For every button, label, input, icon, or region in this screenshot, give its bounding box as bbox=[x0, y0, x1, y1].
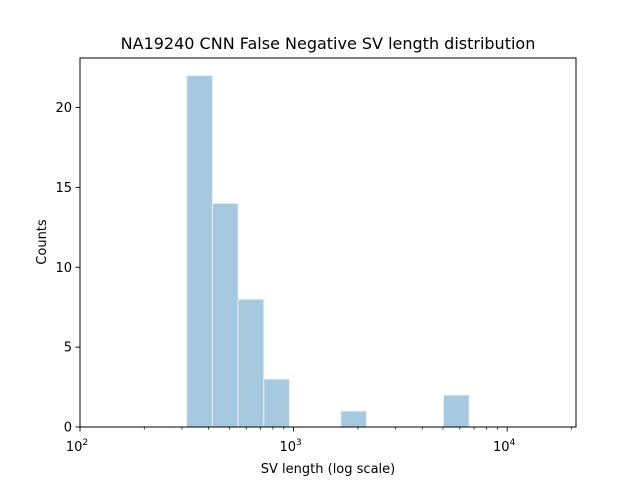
x-tick-label: 102 bbox=[66, 438, 88, 455]
plot-frame bbox=[79, 57, 577, 428]
histogram-bar bbox=[186, 75, 213, 428]
x-axis-label: SV length (log scale) bbox=[261, 462, 395, 477]
y-tick-label: 10 bbox=[55, 261, 72, 276]
y-ticks-layer: 0 5 10 15 20 bbox=[55, 101, 80, 436]
x-tick-label-exponent: 2 bbox=[82, 438, 88, 448]
y-tick-label: 5 bbox=[64, 341, 72, 356]
x-tick-label-exponent: 4 bbox=[510, 438, 516, 448]
histogram-bar bbox=[442, 394, 470, 428]
histogram-bar bbox=[340, 410, 367, 428]
x-tick-label: 103 bbox=[279, 438, 301, 455]
y-axis-label: Counts bbox=[35, 219, 50, 265]
y-tick-label: 15 bbox=[55, 181, 72, 196]
x-tick-label-exponent: 3 bbox=[296, 438, 302, 448]
x-tick-label: 104 bbox=[493, 438, 516, 455]
histogram-bar bbox=[237, 298, 265, 428]
histogram-bar bbox=[211, 202, 239, 428]
x-tick-label-base: 10 bbox=[66, 440, 83, 455]
x-ticks-layer: 102 103 104 bbox=[66, 427, 572, 455]
x-tick-label-base: 10 bbox=[493, 440, 510, 455]
x-tick-label-base: 10 bbox=[279, 440, 296, 455]
y-tick-label: 0 bbox=[64, 421, 72, 436]
bars-layer bbox=[186, 75, 470, 428]
chart-title: NA19240 CNN False Negative SV length dis… bbox=[121, 34, 536, 53]
y-tick-label: 20 bbox=[55, 101, 72, 116]
histogram-bar bbox=[263, 378, 290, 428]
